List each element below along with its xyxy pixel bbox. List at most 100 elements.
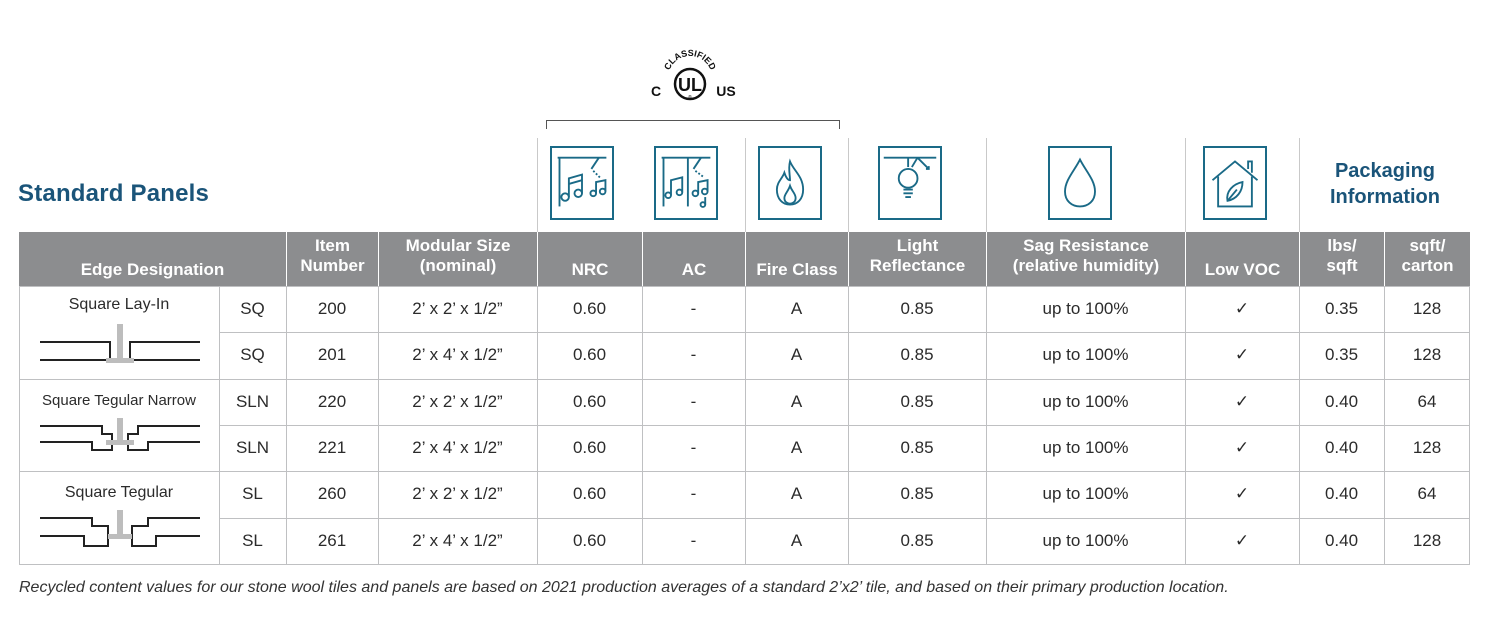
icon-divider xyxy=(986,138,987,232)
svg-text:C: C xyxy=(651,83,661,99)
column-divider xyxy=(219,286,220,564)
svg-text:US: US xyxy=(716,83,735,99)
sqft-carton-cell: 64 xyxy=(1417,484,1437,503)
column-divider xyxy=(286,286,287,564)
fire-class-cell: A xyxy=(790,299,803,318)
edge-profile-square-tegular xyxy=(40,510,200,547)
nrc-cell: 0.60 xyxy=(572,299,607,318)
light-reflectance-cell: 0.85 xyxy=(900,484,934,503)
ac-icon xyxy=(654,146,718,220)
light-reflectance-cell: 0.85 xyxy=(900,299,934,318)
header-divider xyxy=(1384,232,1385,286)
header-divider xyxy=(537,232,538,286)
header-divider xyxy=(286,232,287,286)
header-divider xyxy=(848,232,849,286)
light-reflectance-cell: 0.85 xyxy=(900,345,934,364)
ac-cell: - xyxy=(690,392,697,411)
header-lbs-sqft: lbs/sqft xyxy=(1326,236,1358,275)
low-voc-cell: ✓ xyxy=(1234,392,1250,411)
column-divider xyxy=(1469,286,1470,564)
icon-divider xyxy=(848,138,849,232)
sag-resistance-cell: up to 100% xyxy=(1042,392,1129,411)
icon-divider xyxy=(537,138,538,232)
header-divider xyxy=(986,232,987,286)
packaging-title-line2: Information xyxy=(1330,186,1440,208)
sqft-carton-cell: 128 xyxy=(1412,438,1442,457)
nrc-cell: 0.60 xyxy=(572,392,607,411)
ac-cell: - xyxy=(690,299,697,318)
header-divider xyxy=(745,232,746,286)
column-divider xyxy=(1299,286,1300,564)
low-voc-cell: ✓ xyxy=(1234,531,1250,550)
ac-cell: - xyxy=(690,484,697,503)
item-number-cell: 220 xyxy=(317,392,347,411)
edge-profile-square-lay-in xyxy=(40,324,200,363)
sqft-carton-cell: 64 xyxy=(1417,392,1437,411)
low-voc-house-icon xyxy=(1203,146,1267,220)
water-drop-icon xyxy=(1048,146,1112,220)
ul-classified-mark: CLASSIFIED UL ® C US xyxy=(640,44,740,108)
header-modular-size: Modular Size (nominal) xyxy=(405,236,511,275)
ac-cell: - xyxy=(690,438,697,457)
header-sag-resistance: Sag Resistance (relative humidity) xyxy=(1012,236,1160,275)
low-voc-cell: ✓ xyxy=(1234,438,1250,457)
lbs-sqft-cell: 0.35 xyxy=(1324,345,1359,364)
fire-class-cell: A xyxy=(790,531,803,550)
svg-text:UL: UL xyxy=(678,75,702,95)
edge-label-square-tegular-narrow: Square Tegular Narrow xyxy=(42,392,196,409)
row-divider xyxy=(19,471,1470,472)
fire-icon xyxy=(758,146,822,220)
edge-code-cell: SQ xyxy=(240,345,265,364)
edge-code-cell: SL xyxy=(242,531,263,550)
icon-divider xyxy=(1185,138,1186,232)
modular-size-cell: 2’ x 2’ x 1/2” xyxy=(412,299,503,318)
row-divider xyxy=(219,518,1470,519)
item-number-cell: 260 xyxy=(317,484,347,503)
lbs-sqft-cell: 0.40 xyxy=(1324,484,1359,503)
header-fire-class: Fire Class xyxy=(756,260,838,279)
icon-divider xyxy=(745,138,746,232)
header-nrc: NRC xyxy=(571,260,609,279)
edge-code-cell: SLN xyxy=(235,392,270,411)
page-title: Standard Panels xyxy=(18,180,210,207)
fire-class-cell: A xyxy=(790,392,803,411)
edge-label-square-tegular: Square Tegular xyxy=(64,484,174,501)
fire-class-cell: A xyxy=(790,438,803,457)
low-voc-cell: ✓ xyxy=(1234,484,1250,503)
nrc-cell: 0.60 xyxy=(572,438,607,457)
nrc-icon xyxy=(550,146,614,220)
fire-class-cell: A xyxy=(790,345,803,364)
fire-class-cell: A xyxy=(790,484,803,503)
lbs-sqft-cell: 0.40 xyxy=(1324,531,1359,550)
sag-resistance-cell: up to 100% xyxy=(1042,299,1129,318)
row-divider xyxy=(19,564,1470,565)
header-ac: AC xyxy=(681,260,707,279)
header-divider xyxy=(642,232,643,286)
footnote: Recycled content values for our stone wo… xyxy=(19,579,1229,596)
sag-resistance-cell: up to 100% xyxy=(1042,345,1129,364)
sag-resistance-cell: up to 100% xyxy=(1042,484,1129,503)
column-divider xyxy=(848,286,849,564)
edge-label-square-lay-in: Square Lay-In xyxy=(68,296,170,313)
item-number-cell: 221 xyxy=(317,438,347,457)
header-light-reflectance: Light Reflectance xyxy=(869,236,966,275)
svg-text:®: ® xyxy=(688,94,692,101)
column-divider xyxy=(19,286,20,564)
lbs-sqft-cell: 0.40 xyxy=(1324,438,1359,457)
column-divider xyxy=(378,286,379,564)
ac-cell: - xyxy=(690,345,697,364)
sag-resistance-cell: up to 100% xyxy=(1042,438,1129,457)
column-divider xyxy=(1384,286,1385,564)
edge-code-cell: SL xyxy=(242,484,263,503)
column-divider xyxy=(745,286,746,564)
modular-size-cell: 2’ x 2’ x 1/2” xyxy=(412,392,503,411)
ul-bracket xyxy=(546,120,840,129)
header-edge-designation: Edge Designation xyxy=(80,260,225,279)
edge-profile-square-tegular-narrow xyxy=(40,418,200,451)
row-divider xyxy=(219,425,1470,426)
packaging-title-line1: Packaging xyxy=(1334,160,1436,182)
packaging-title: Packaging Information xyxy=(1300,158,1470,210)
sqft-carton-cell: 128 xyxy=(1412,345,1442,364)
nrc-cell: 0.60 xyxy=(572,484,607,503)
modular-size-cell: 2’ x 4’ x 1/2” xyxy=(412,345,503,364)
